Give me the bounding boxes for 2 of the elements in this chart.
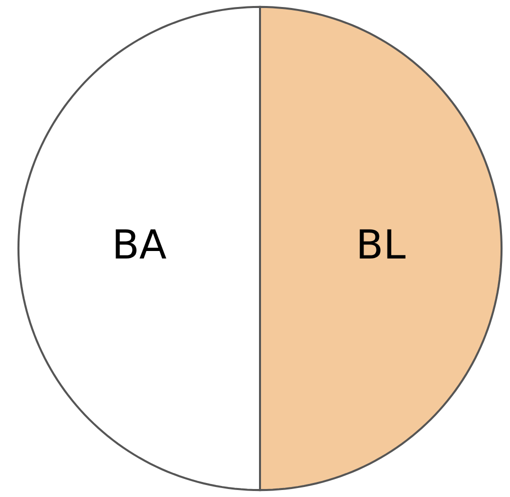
slice-label: BL — [356, 222, 406, 268]
slice-label: BA — [112, 222, 168, 268]
